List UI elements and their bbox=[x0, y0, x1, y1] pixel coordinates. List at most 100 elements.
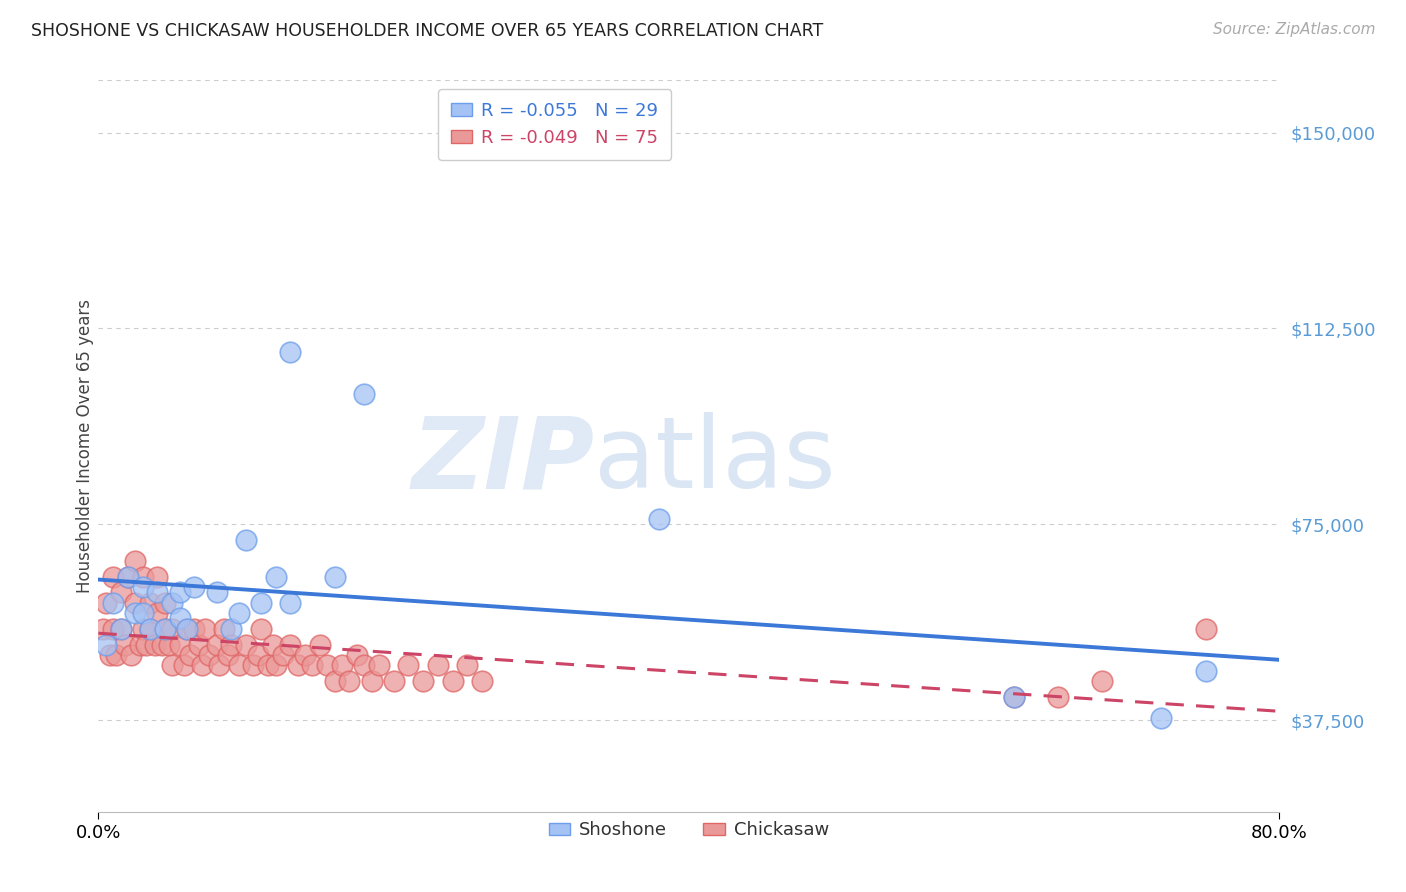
Point bbox=[353, 658, 375, 673]
Point bbox=[114, 638, 136, 652]
Point bbox=[105, 648, 128, 662]
Point bbox=[330, 658, 353, 673]
Point bbox=[323, 674, 346, 689]
Point bbox=[157, 638, 180, 652]
Point bbox=[1195, 622, 1218, 636]
Point bbox=[128, 638, 150, 652]
Point bbox=[153, 596, 176, 610]
Point bbox=[309, 638, 332, 652]
Point bbox=[103, 622, 125, 636]
Point bbox=[176, 622, 198, 636]
Point bbox=[250, 596, 273, 610]
Point bbox=[1002, 690, 1025, 704]
Text: SHOSHONE VS CHICKASAW HOUSEHOLDER INCOME OVER 65 YEARS CORRELATION CHART: SHOSHONE VS CHICKASAW HOUSEHOLDER INCOME… bbox=[31, 22, 823, 40]
Point bbox=[212, 622, 235, 636]
Point bbox=[262, 638, 284, 652]
Point bbox=[143, 638, 166, 652]
Point bbox=[287, 658, 309, 673]
Point bbox=[169, 611, 191, 625]
Point bbox=[1046, 690, 1070, 704]
Point bbox=[162, 658, 183, 673]
Point bbox=[242, 658, 264, 673]
Point bbox=[228, 606, 250, 620]
Point bbox=[173, 658, 195, 673]
Point bbox=[198, 648, 221, 662]
Point bbox=[110, 622, 132, 636]
Point bbox=[94, 596, 117, 610]
Point bbox=[110, 622, 132, 636]
Point bbox=[412, 674, 434, 689]
Point bbox=[382, 674, 405, 689]
Point bbox=[648, 512, 671, 526]
Point bbox=[280, 345, 302, 359]
Point bbox=[176, 622, 198, 636]
Point bbox=[1002, 690, 1025, 704]
Point bbox=[217, 648, 239, 662]
Point bbox=[132, 622, 155, 636]
Point bbox=[264, 569, 287, 583]
Point bbox=[117, 569, 139, 583]
Text: ZIP: ZIP bbox=[412, 412, 595, 509]
Point bbox=[316, 658, 339, 673]
Legend: Shoshone, Chickasaw: Shoshone, Chickasaw bbox=[541, 814, 837, 847]
Point bbox=[280, 638, 302, 652]
Point bbox=[132, 606, 155, 620]
Point bbox=[221, 622, 243, 636]
Point bbox=[150, 638, 173, 652]
Point bbox=[169, 638, 191, 652]
Point bbox=[162, 596, 183, 610]
Point bbox=[280, 596, 302, 610]
Point bbox=[457, 658, 479, 673]
Point bbox=[205, 638, 228, 652]
Text: Source: ZipAtlas.com: Source: ZipAtlas.com bbox=[1212, 22, 1375, 37]
Point bbox=[124, 554, 146, 568]
Point bbox=[153, 622, 176, 636]
Point bbox=[228, 658, 250, 673]
Point bbox=[1091, 674, 1114, 689]
Point bbox=[294, 648, 316, 662]
Point bbox=[264, 658, 287, 673]
Point bbox=[208, 658, 231, 673]
Point bbox=[132, 569, 155, 583]
Point bbox=[94, 638, 117, 652]
Point bbox=[257, 658, 280, 673]
Point bbox=[132, 580, 155, 594]
Point bbox=[471, 674, 494, 689]
Point bbox=[153, 622, 176, 636]
Point bbox=[368, 658, 391, 673]
Point bbox=[103, 596, 125, 610]
Y-axis label: Householder Income Over 65 years: Householder Income Over 65 years bbox=[76, 299, 94, 593]
Point bbox=[139, 622, 162, 636]
Point bbox=[221, 638, 243, 652]
Point bbox=[98, 648, 121, 662]
Point bbox=[183, 580, 205, 594]
Point bbox=[124, 606, 146, 620]
Point bbox=[1150, 711, 1173, 725]
Point bbox=[1195, 664, 1218, 678]
Point bbox=[339, 674, 361, 689]
Point bbox=[110, 585, 132, 599]
Point bbox=[323, 569, 346, 583]
Point bbox=[146, 569, 169, 583]
Point bbox=[427, 658, 450, 673]
Point bbox=[179, 648, 201, 662]
Point bbox=[205, 585, 228, 599]
Point bbox=[360, 674, 382, 689]
Point bbox=[301, 658, 323, 673]
Point bbox=[120, 648, 142, 662]
Point bbox=[235, 533, 257, 547]
Point bbox=[117, 569, 139, 583]
Point bbox=[91, 622, 114, 636]
Point bbox=[187, 638, 209, 652]
Point bbox=[250, 622, 273, 636]
Point bbox=[146, 606, 169, 620]
Point bbox=[135, 638, 157, 652]
Point bbox=[441, 674, 464, 689]
Point bbox=[235, 638, 257, 652]
Point bbox=[191, 658, 214, 673]
Point bbox=[194, 622, 217, 636]
Point bbox=[398, 658, 420, 673]
Point bbox=[124, 596, 146, 610]
Point bbox=[271, 648, 294, 662]
Point bbox=[346, 648, 368, 662]
